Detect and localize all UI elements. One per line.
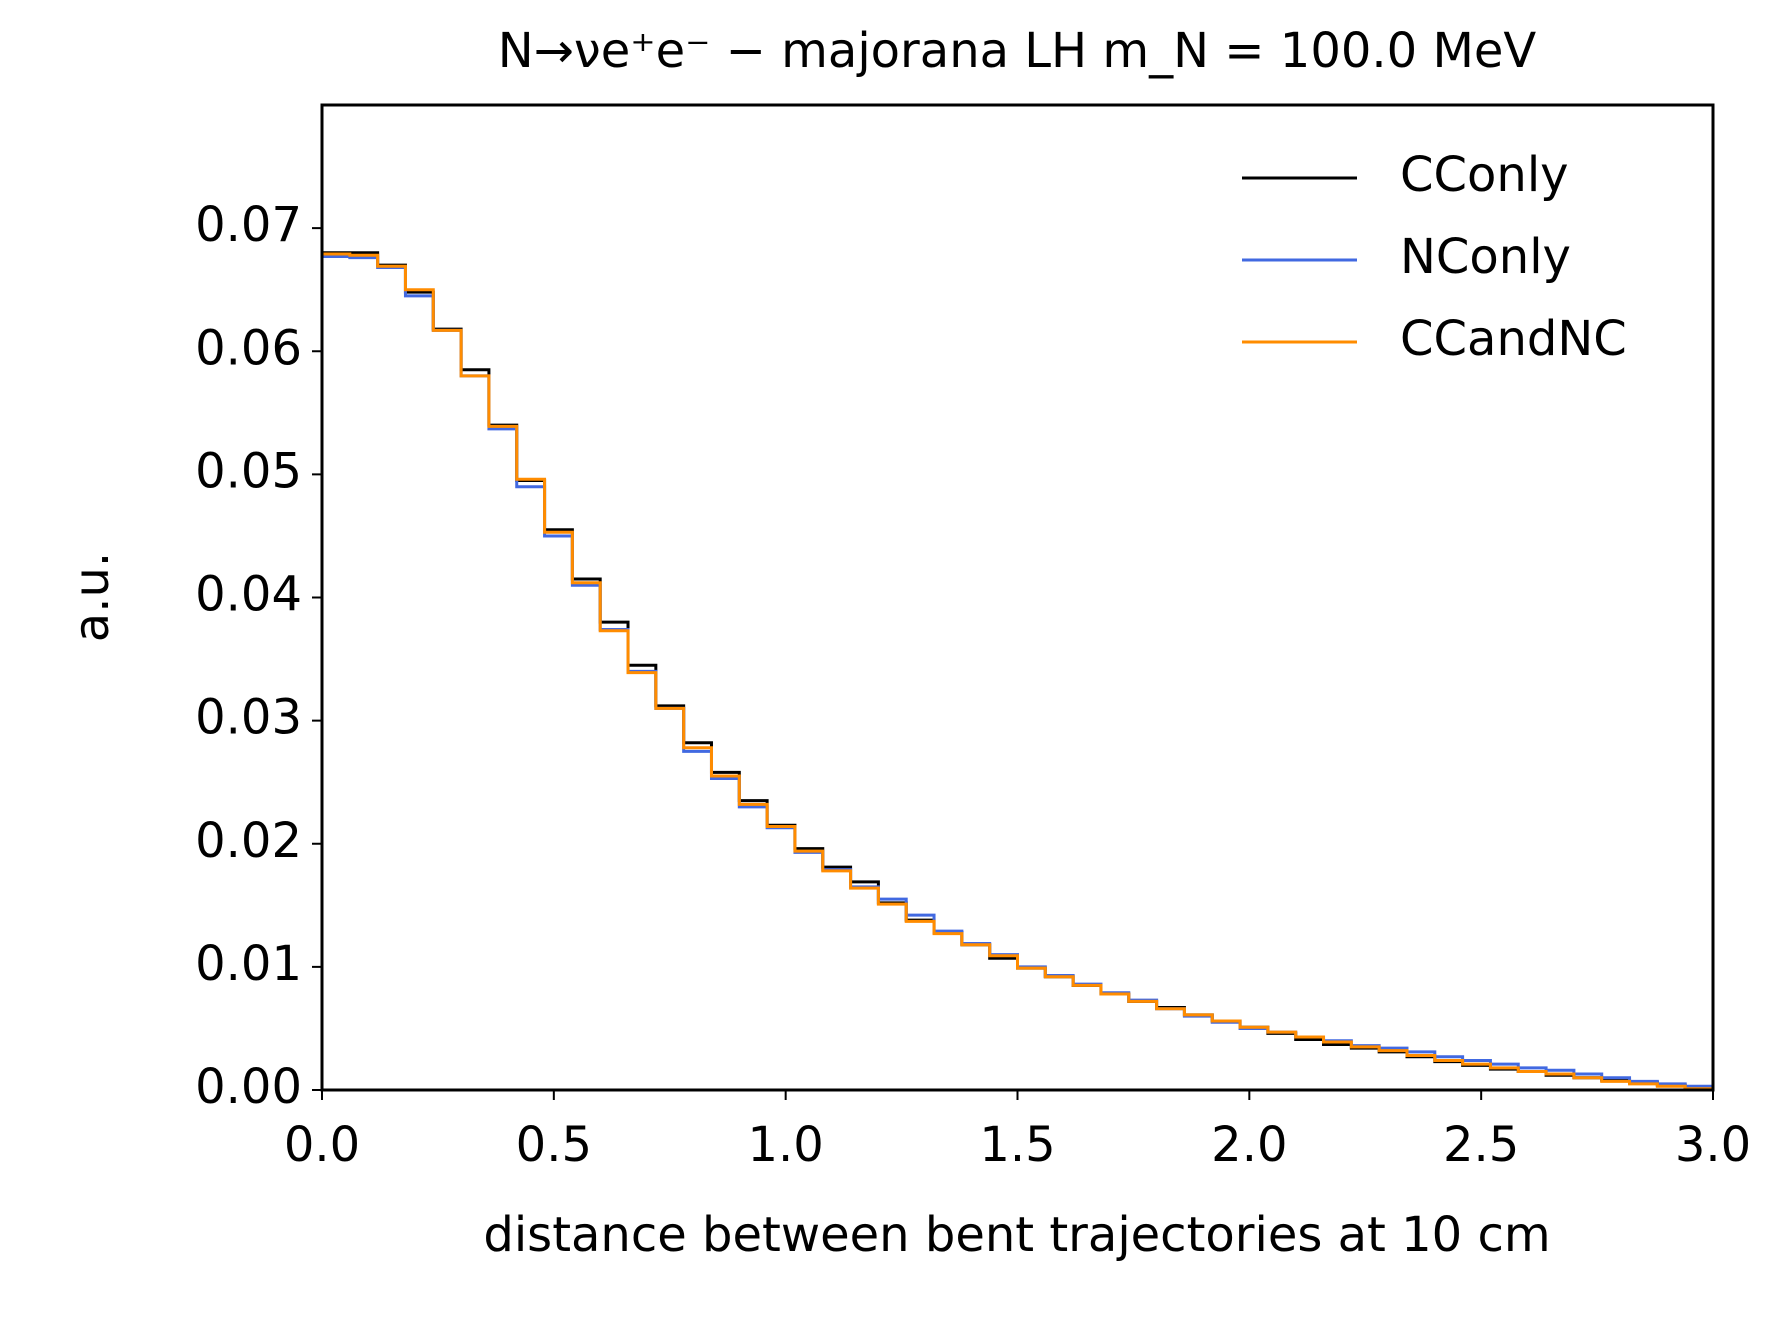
y-tick-label: 0.00	[195, 1059, 302, 1115]
legend-label: CCandNC	[1400, 311, 1627, 367]
chart-title: N→νe⁺e⁻ − majorana LH m_N = 100.0 MeV	[498, 23, 1537, 79]
x-tick-label: 1.5	[979, 1117, 1055, 1173]
histogram-line	[322, 252, 1713, 1091]
y-tick-label: 0.01	[195, 936, 302, 992]
y-tick-label: 0.06	[195, 320, 302, 376]
y-tick-label: 0.04	[195, 567, 302, 623]
y-tick-label: 0.02	[195, 813, 302, 869]
x-tick-label: 0.0	[284, 1117, 360, 1173]
x-tick-label: 2.0	[1211, 1117, 1287, 1173]
x-tick-label: 0.5	[516, 1117, 592, 1173]
y-axis-label: a.u.	[64, 552, 120, 642]
y-tick-label: 0.07	[195, 197, 302, 253]
legend-label: CConly	[1400, 147, 1569, 203]
x-tick-label: 1.0	[747, 1117, 823, 1173]
x-axis-label: distance between bent trajectories at 10…	[483, 1207, 1550, 1263]
y-tick-label: 0.05	[195, 443, 302, 499]
legend-label: NConly	[1400, 229, 1571, 285]
plot-frame	[320, 103, 1715, 1092]
x-tick-label: 2.5	[1443, 1117, 1519, 1173]
x-tick-label: 3.0	[1675, 1117, 1751, 1173]
y-tick-label: 0.03	[195, 690, 302, 746]
